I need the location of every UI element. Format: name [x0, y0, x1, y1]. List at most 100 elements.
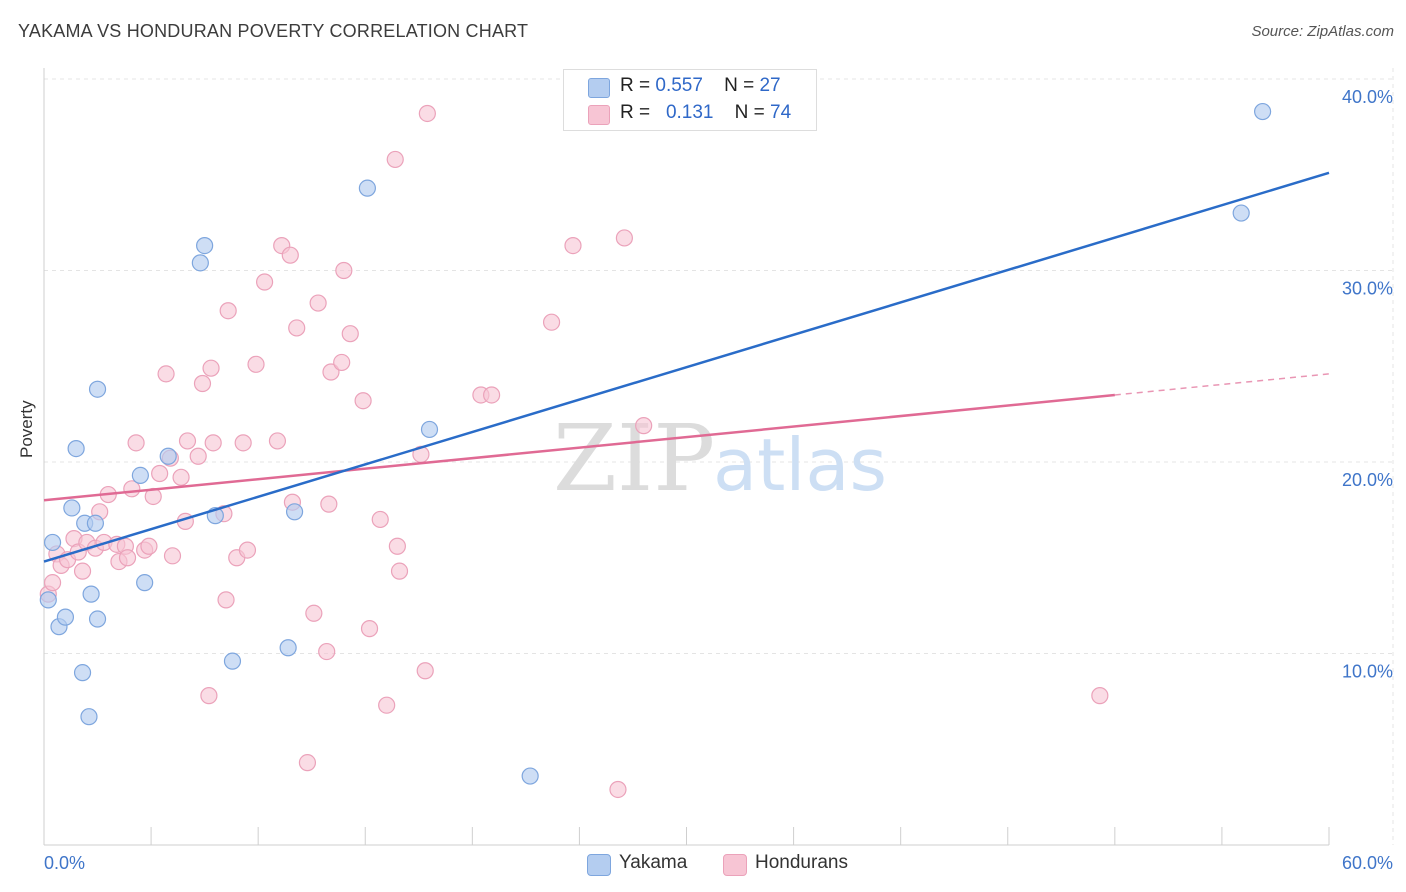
hondurans-point — [320, 495, 338, 513]
hondurans-point — [615, 229, 633, 247]
hondurans-point — [151, 464, 169, 483]
yakama-point — [73, 664, 92, 682]
hondurans-point — [127, 434, 145, 452]
hondurans-point — [322, 363, 340, 381]
y-tick-label: 10.0% — [1342, 662, 1393, 682]
y-axis-label: Poverty — [17, 400, 36, 458]
hondurans-point — [333, 353, 351, 372]
yakama-point — [521, 767, 539, 785]
yakama-point — [56, 608, 75, 626]
y-tick-label: 40.0% — [1342, 87, 1393, 107]
hondurans-point — [360, 620, 379, 638]
yakama-n-value: 27 — [759, 75, 781, 96]
yakama-point — [131, 466, 149, 485]
yakama-point — [39, 591, 57, 609]
hondurans-point — [140, 537, 158, 555]
hondurans-point — [238, 541, 257, 559]
yakama-point — [67, 439, 85, 458]
hondurans-point — [204, 434, 222, 452]
hondurans-r-label: R = — [620, 102, 651, 123]
hondurans-point — [202, 359, 220, 377]
yakama-point — [1232, 204, 1250, 222]
yakama-point — [136, 574, 154, 592]
hondurans-point — [416, 662, 434, 680]
watermark: ZIP atlas — [553, 405, 887, 512]
yakama-point — [80, 708, 98, 726]
trend-lines — [43, 171, 1330, 563]
stats-legend-box: R = 0.557 N = 27 R = 0.131 N = 74 — [563, 69, 817, 131]
hondurans-point — [386, 150, 404, 169]
hondurans-point — [341, 325, 359, 343]
y-tick-labels: 10.0% 20.0% 30.0% 40.0% — [1342, 87, 1393, 682]
yakama-r-value: 0.557 — [655, 75, 703, 96]
hondurans-point — [268, 432, 287, 450]
yakama-n-label: N = — [724, 75, 755, 96]
yakama-point — [285, 503, 304, 521]
yakama-point — [86, 514, 105, 532]
chart-title: YAKAMA VS HONDURAN POVERTY CORRELATION C… — [18, 21, 529, 41]
hondurans-point — [281, 246, 299, 264]
yakama-point — [63, 499, 81, 517]
x-ticks — [43, 827, 1330, 845]
hondurans-point — [172, 468, 190, 486]
hondurans-point — [378, 696, 396, 714]
hondurans-point — [388, 537, 406, 555]
hondurans-point — [542, 313, 561, 331]
source-label: Source: ZipAtlas.com — [1251, 23, 1394, 40]
yakama-point — [191, 254, 209, 272]
yakama-point — [358, 179, 376, 197]
yakama-trend-line — [43, 171, 1330, 563]
hondurans-n-label: N = — [734, 102, 765, 123]
hondurans-point — [418, 104, 436, 123]
yakama-point — [88, 610, 107, 628]
hondurans-point — [354, 392, 372, 410]
hondurans-point — [255, 273, 274, 291]
hondurans-point — [43, 574, 62, 592]
hondurans-swatch — [588, 105, 610, 125]
y-tick-label: 20.0% — [1342, 470, 1393, 490]
hondurans-point — [318, 642, 336, 661]
hondurans-points — [39, 104, 1109, 799]
hondurans-point — [219, 302, 237, 320]
x-tick-label-min: 0.0% — [44, 853, 85, 873]
hondurans-point — [157, 365, 175, 383]
yakama-point — [1254, 102, 1272, 121]
hondurans-r-value: 0.131 — [665, 102, 714, 123]
hondurans-point — [483, 386, 501, 404]
hondurans-point — [609, 780, 627, 799]
legend-yakama-label: Yakama — [619, 852, 688, 873]
yakama-point — [279, 639, 297, 657]
yakama-point — [82, 585, 100, 603]
hondurans-n-value: 74 — [770, 102, 792, 123]
hondurans-trend-line — [43, 393, 1115, 502]
legend-hondurans-label: Hondurans — [755, 852, 848, 873]
yakama-swatch — [588, 78, 610, 98]
hondurans-point — [189, 447, 207, 465]
legend-yakama-swatch — [587, 854, 611, 876]
watermark-zip: ZIP — [553, 405, 715, 512]
hondurans-point — [298, 754, 317, 772]
hondurans-trend-extension — [1114, 373, 1330, 396]
hondurans-point — [305, 604, 323, 622]
hondurans-point — [288, 319, 306, 337]
yakama-point — [88, 380, 107, 398]
bottom-legend: Yakama Hondurans — [0, 852, 1406, 878]
yakama-point — [223, 652, 242, 670]
hondurans-point — [247, 355, 265, 373]
hondurans-point — [335, 261, 353, 280]
hondurans-point — [234, 434, 252, 452]
yakama-point — [196, 237, 214, 255]
hondurans-point — [390, 562, 409, 580]
hondurans-point — [163, 547, 182, 565]
hondurans-point — [193, 374, 212, 393]
hondurans-point — [564, 237, 582, 255]
hondurans-point — [178, 432, 197, 450]
yakama-r-label: R = — [620, 75, 651, 96]
watermark-atlas: atlas — [713, 423, 887, 507]
hondurans-point — [200, 687, 218, 705]
hondurans-point — [217, 591, 235, 609]
yakama-point — [420, 420, 439, 439]
yakama-point — [159, 447, 177, 465]
hondurans-point — [371, 510, 389, 529]
